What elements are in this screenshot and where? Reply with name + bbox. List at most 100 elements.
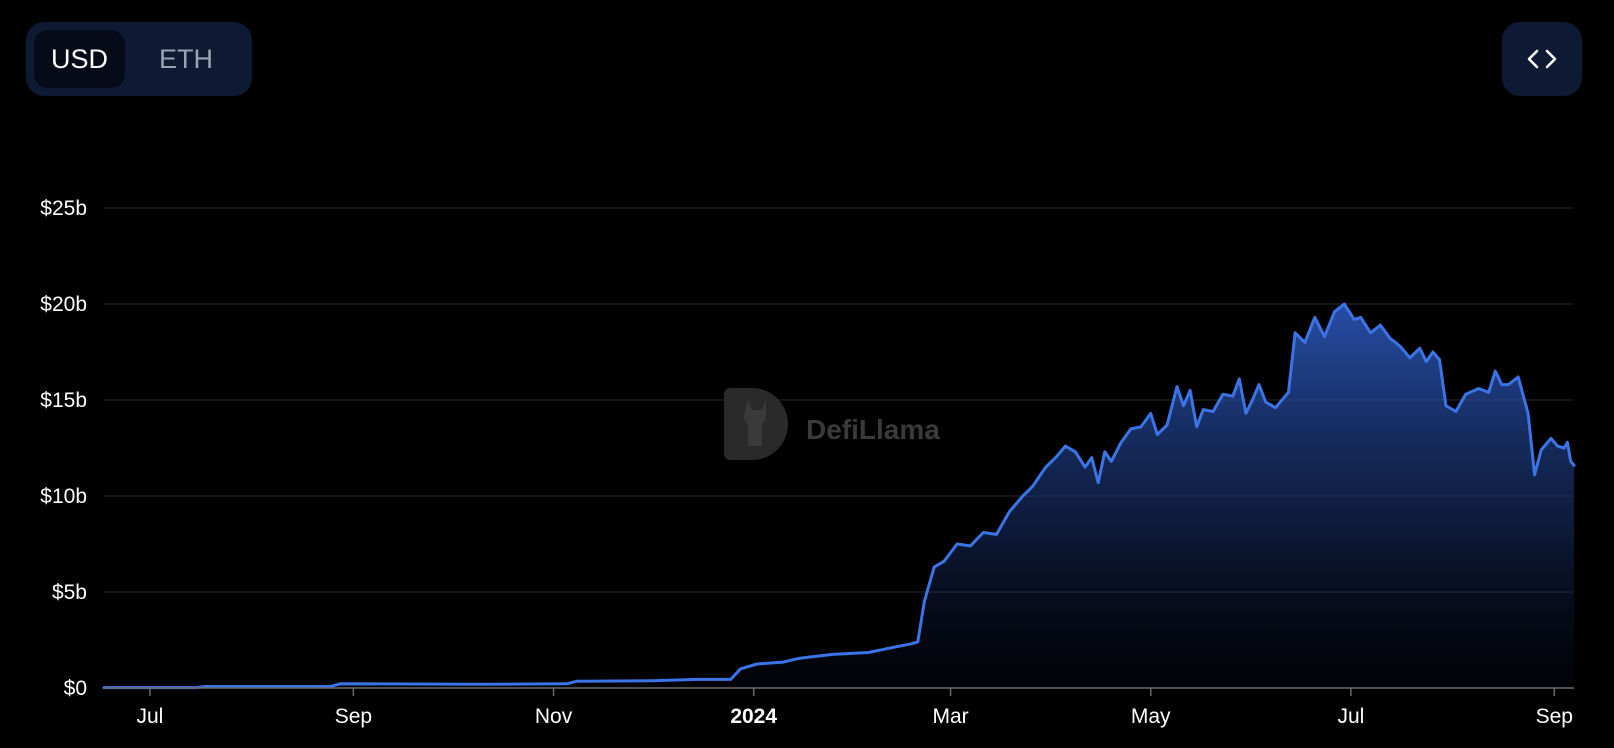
x-tick-label: Nov	[535, 705, 573, 728]
data-point	[1251, 399, 1254, 401]
data-point	[1359, 316, 1362, 319]
y-tick-label: $5b	[52, 581, 87, 604]
data-point	[1245, 412, 1247, 415]
data-point	[1090, 456, 1093, 459]
plot-area	[102, 302, 1576, 690]
data-point	[1478, 387, 1480, 390]
data-point	[339, 683, 342, 685]
data-point	[867, 651, 870, 654]
data-point	[1533, 474, 1536, 476]
data-point	[1438, 358, 1441, 361]
data-point	[575, 680, 578, 683]
y-tick-label: $15b	[40, 389, 87, 412]
x-tick-label: Jul	[1337, 705, 1364, 728]
data-point	[1031, 485, 1034, 488]
y-tick-label: $10b	[40, 485, 87, 508]
data-point	[1074, 451, 1077, 453]
data-point	[1238, 378, 1241, 380]
data-point	[1166, 424, 1168, 426]
data-point	[1419, 347, 1421, 350]
data-point	[1540, 449, 1542, 451]
x-tick-label: May	[1131, 705, 1171, 728]
data-point	[1189, 389, 1191, 392]
data-point	[1140, 426, 1142, 428]
data-point	[1556, 445, 1559, 447]
data-point	[1110, 460, 1113, 463]
data-point	[1149, 412, 1152, 415]
data-point	[1258, 383, 1260, 386]
data-point	[739, 668, 742, 670]
eth-toggle-button[interactable]: ETH	[159, 43, 213, 74]
x-tick-label: 2024	[730, 705, 777, 728]
data-point	[1202, 408, 1204, 411]
data-point	[565, 683, 568, 685]
axes: $0 $5b $10b $15b $20b $25b Jul Sep Nov 2024 Mar May…	[40, 197, 1574, 728]
data-point	[1287, 391, 1290, 394]
data-point	[1399, 345, 1401, 348]
usd-toggle-button[interactable]: USD	[34, 30, 125, 88]
data-point	[1120, 441, 1122, 444]
watermark-text: DefiLlama	[806, 414, 940, 445]
data-point	[1264, 401, 1267, 403]
data-point	[1022, 495, 1024, 497]
data-point	[1304, 341, 1306, 344]
data-point	[329, 685, 332, 688]
x-tick-label: Mar	[932, 705, 968, 728]
data-point	[982, 531, 985, 534]
data-point	[1104, 451, 1106, 453]
data-point	[1494, 370, 1497, 373]
data-point	[910, 643, 912, 645]
currency-toggle: USD ETH	[26, 22, 252, 96]
data-point	[995, 533, 998, 536]
data-point	[1507, 383, 1510, 386]
data-point	[1130, 428, 1132, 430]
data-point	[1573, 464, 1575, 467]
llama-logo-icon	[724, 388, 788, 460]
data-point	[1353, 318, 1355, 321]
y-tick-label: $0	[64, 677, 87, 700]
embed-code-button[interactable]	[1502, 22, 1582, 96]
data-point	[729, 678, 732, 681]
data-point	[798, 657, 801, 659]
data-point	[1409, 357, 1411, 359]
data-point	[1232, 395, 1234, 398]
data-point	[782, 661, 784, 663]
data-point	[1044, 466, 1047, 469]
data-point	[1064, 445, 1067, 447]
x-tick-label: Jul	[137, 705, 164, 728]
data-point	[1389, 337, 1392, 340]
data-point	[1464, 393, 1467, 396]
data-point	[1222, 393, 1224, 396]
data-point	[651, 679, 653, 682]
data-point	[1425, 360, 1428, 363]
data-point	[1195, 426, 1198, 428]
x-tick-label: Sep	[335, 705, 372, 728]
watermark: DefiLlama	[724, 388, 940, 460]
data-point	[1563, 447, 1565, 449]
data-point	[1517, 376, 1519, 378]
data-point	[943, 560, 945, 563]
data-point	[917, 641, 919, 643]
data-point	[923, 600, 926, 603]
y-tick-label: $20b	[40, 293, 87, 316]
data-point	[1176, 385, 1178, 388]
x-tick-label: Sep	[1536, 705, 1573, 728]
data-point	[1566, 441, 1569, 444]
data-point	[1379, 324, 1382, 326]
y-tick-label: $25b	[40, 197, 87, 220]
data-point	[1054, 456, 1057, 459]
data-point	[1455, 410, 1457, 413]
data-point	[956, 543, 958, 545]
data-point	[1550, 437, 1552, 440]
data-point	[1323, 335, 1326, 338]
data-point	[1008, 510, 1011, 513]
data-point	[831, 653, 834, 656]
data-point	[1084, 466, 1086, 469]
data-point	[1487, 391, 1490, 394]
data-point	[1501, 383, 1503, 386]
data-point	[204, 685, 207, 688]
data-point	[890, 646, 893, 649]
data-point	[1274, 406, 1277, 409]
data-point	[480, 683, 483, 685]
